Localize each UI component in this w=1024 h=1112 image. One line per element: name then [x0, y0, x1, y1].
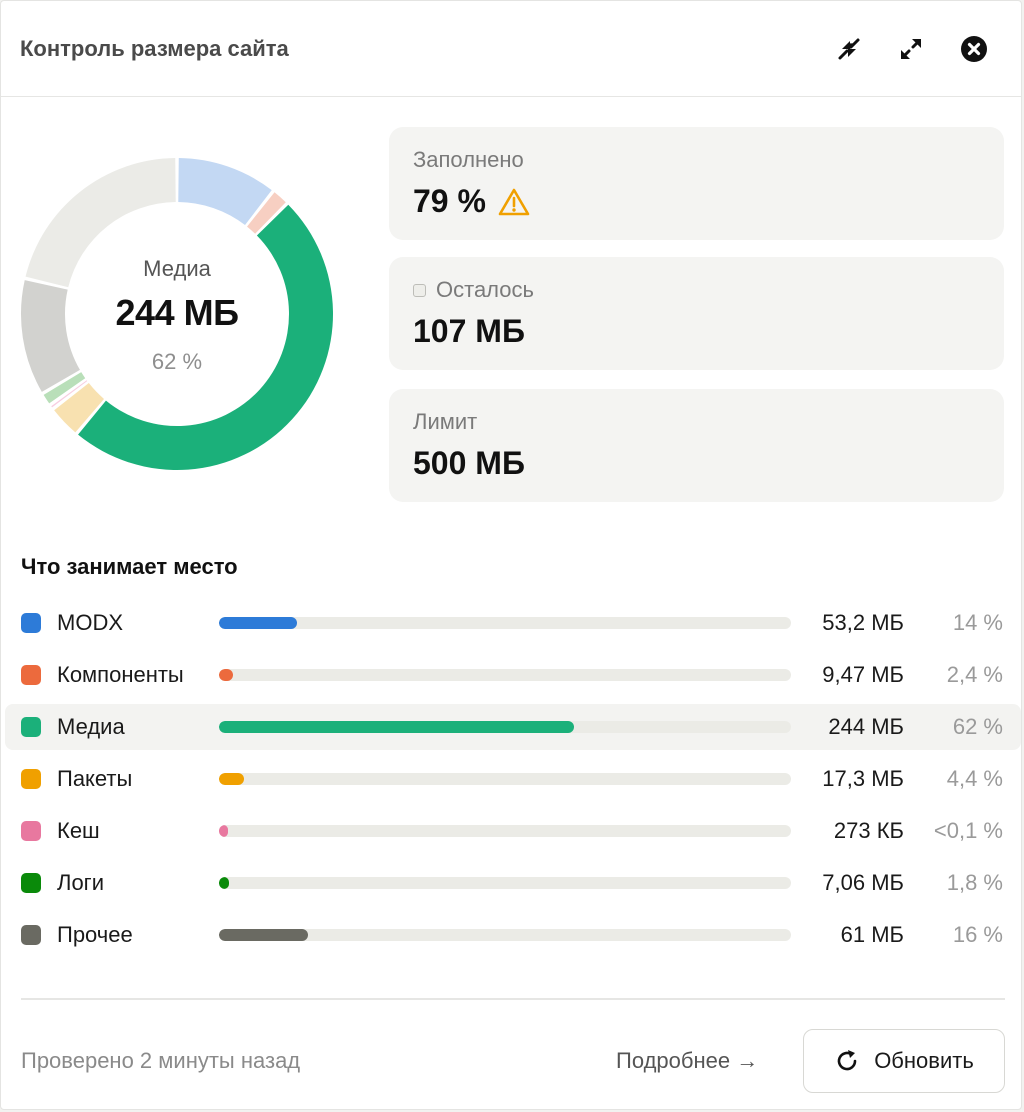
breakdown-row[interactable]: Медиа 244 МБ 62 % — [5, 704, 1021, 750]
category-bar-track — [219, 825, 791, 837]
category-percent: 14 % — [952, 610, 1003, 635]
category-color-dot — [21, 665, 41, 685]
category-name: Медиа — [57, 714, 125, 739]
breakdown-row[interactable]: Пакеты 17,3 МБ 4,4 % — [5, 756, 1021, 802]
category-bar-track — [219, 669, 791, 681]
remaining-label-row: Осталось — [413, 277, 534, 303]
category-color-dot — [21, 873, 41, 893]
category-name: MODX — [57, 610, 123, 635]
limit-value: 500 МБ — [413, 445, 525, 481]
category-size: 273 КБ — [833, 818, 904, 843]
close-button[interactable] — [956, 31, 992, 67]
category-percent: 62 % — [952, 714, 1003, 739]
donut-center: Медиа 244 МБ 62 % — [17, 154, 337, 474]
breakdown-row[interactable]: MODX 53,2 МБ 14 % — [5, 600, 1021, 646]
donut-segment[interactable] — [51, 380, 88, 408]
last-checked-text: Проверено 2 минуты назад — [21, 1048, 301, 1073]
collapse-button[interactable] — [831, 31, 867, 67]
category-size: 7,06 МБ — [822, 870, 904, 895]
category-bar-track — [219, 617, 791, 629]
category-size: 53,2 МБ — [822, 610, 904, 635]
category-color-dot — [21, 769, 41, 789]
category-size: 17,3 МБ — [822, 766, 904, 791]
remaining-label: Осталось — [436, 277, 534, 302]
donut-segment[interactable] — [178, 158, 272, 226]
category-color-dot — [21, 925, 41, 945]
donut-segment[interactable] — [21, 280, 80, 392]
filled-value-row: 79 % — [413, 183, 530, 220]
close-icon — [961, 36, 987, 62]
limit-card: Лимит 500 МБ — [389, 389, 1004, 502]
breakdown-row[interactable]: Логи 7,06 МБ 1,8 % — [5, 860, 1021, 906]
donut-svg — [21, 158, 333, 470]
category-bar-fill — [219, 721, 574, 733]
category-percent: 2,4 % — [946, 662, 1003, 687]
expand-button[interactable] — [893, 31, 929, 67]
collapse-icon — [838, 38, 860, 60]
remaining-card: Осталось 107 МБ — [389, 257, 1004, 370]
donut-segment[interactable] — [43, 372, 86, 404]
donut-segment[interactable] — [247, 192, 286, 234]
breakdown-title: Что занимает место — [21, 554, 238, 579]
category-name: Кеш — [57, 818, 100, 843]
expand-icon — [901, 39, 921, 59]
refresh-label: Обновить — [874, 1048, 974, 1073]
filled-card: Заполнено 79 % — [389, 127, 1004, 240]
donut-segment[interactable] — [54, 383, 105, 433]
donut-center-label: Медиа — [143, 256, 211, 281]
category-bar-fill — [219, 617, 297, 629]
category-percent: <0,1 % — [933, 818, 1003, 843]
category-size: 244 МБ — [828, 714, 904, 739]
category-bar-track — [219, 721, 791, 733]
category-bar-fill — [219, 669, 233, 681]
category-percent: 16 % — [952, 922, 1003, 947]
donut-chart: Медиа 244 МБ 62 % — [17, 154, 337, 474]
filled-value: 79 % — [413, 183, 486, 219]
category-color-dot — [21, 821, 41, 841]
breakdown-row[interactable]: Компоненты 9,47 МБ 2,4 % — [5, 652, 1021, 698]
category-size: 9,47 МБ — [822, 662, 904, 687]
category-bar-track — [219, 929, 791, 941]
category-name: Компоненты — [57, 662, 184, 687]
category-color-dot — [21, 613, 41, 633]
breakdown-row[interactable]: Кеш 273 КБ <0,1 % — [5, 808, 1021, 854]
category-name: Пакеты — [57, 766, 133, 791]
limit-label: Лимит — [413, 409, 478, 434]
more-details-link[interactable]: Подробнее → — [616, 1048, 759, 1073]
category-name: Прочее — [57, 922, 133, 947]
category-bar-fill — [219, 825, 229, 837]
warning-icon — [498, 188, 530, 215]
donut-segment[interactable] — [78, 204, 333, 470]
remaining-swatch — [413, 283, 426, 297]
category-percent: 4,4 % — [946, 766, 1003, 791]
filled-label: Заполнено — [413, 147, 524, 172]
footer-divider — [21, 998, 1005, 1000]
category-bar-fill — [219, 773, 245, 785]
category-color-dot — [21, 717, 41, 737]
category-bar-fill — [219, 929, 308, 941]
refresh-icon — [837, 1050, 857, 1071]
category-name: Логи — [57, 870, 104, 895]
breakdown-row[interactable]: Прочее 61 МБ 16 % — [5, 912, 1021, 958]
refresh-button[interactable]: Обновить — [803, 1029, 1005, 1093]
category-bar-track — [219, 773, 791, 785]
widget-title: Контроль размера сайта — [20, 36, 289, 61]
donut-center-percent: 62 % — [151, 349, 203, 374]
category-size: 61 МБ — [840, 922, 904, 947]
donut-center-value: 244 МБ — [115, 292, 239, 333]
category-percent: 1,8 % — [946, 870, 1003, 895]
donut-segment[interactable] — [25, 158, 176, 288]
remaining-value: 107 МБ — [413, 313, 525, 349]
category-bar-fill — [219, 877, 230, 889]
widget-header: Контроль размера сайта — [1, 1, 1021, 97]
category-bar-track — [219, 877, 791, 889]
